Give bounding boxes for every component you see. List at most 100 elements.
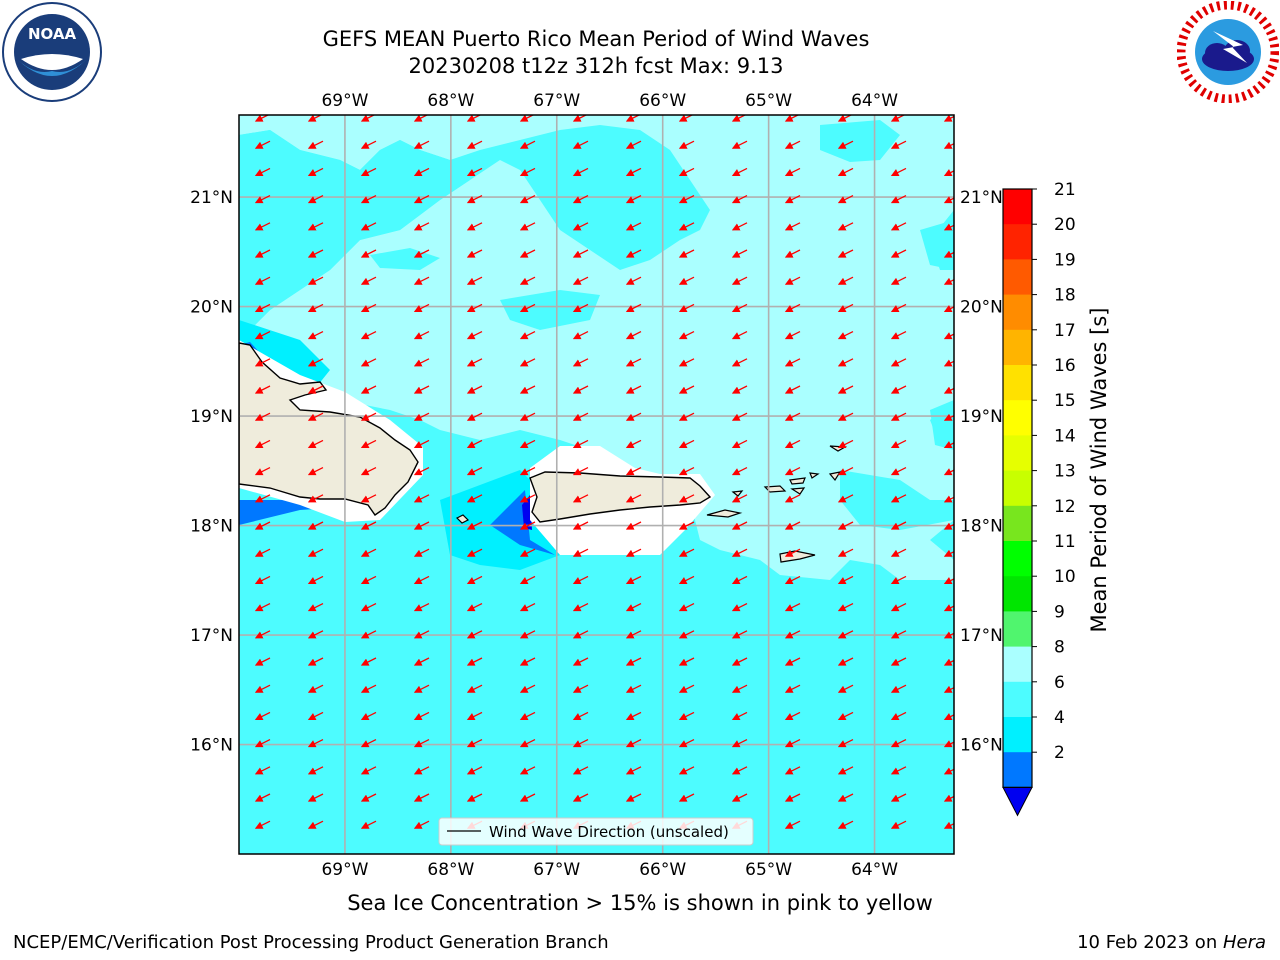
wave-direction-arrow: [731, 739, 748, 748]
wave-direction-arrow: [890, 657, 907, 666]
wave-direction-arrow: [413, 739, 430, 748]
lon-tick-label-top: 64°W: [851, 91, 898, 111]
wave-direction-arrow: [678, 331, 695, 340]
wave-direction-arrow: [466, 115, 482, 122]
wave-direction-arrow: [678, 820, 695, 829]
wave-direction-arrow: [731, 793, 748, 802]
wave-direction-arrow: [625, 303, 642, 312]
wave-direction-arrow: [519, 820, 536, 829]
wave-direction-arrow: [625, 222, 642, 231]
period-contour-2-4: [239, 500, 345, 525]
wave-direction-arrow: [731, 412, 748, 421]
wave-direction-arrow: [890, 684, 907, 693]
colorbar-tick-label: 19: [1054, 250, 1076, 270]
colorbar-segment: [1003, 365, 1032, 401]
wave-direction-arrow: [625, 467, 642, 476]
wave-direction-arrow: [572, 303, 589, 312]
wave-direction-arrow: [360, 684, 377, 693]
wave-direction-arrow: [837, 195, 854, 204]
wave-direction-arrow: [784, 467, 801, 476]
wave-direction-arrow: [943, 115, 954, 122]
colorbar-segment: [1003, 611, 1032, 648]
wave-direction-arrow: [413, 195, 430, 204]
virgin-islands: [731, 445, 848, 497]
wave-direction-arrow: [466, 385, 483, 394]
wave-direction-arrow: [519, 115, 535, 122]
wave-direction-arrow: [466, 195, 483, 204]
footer-date-text: 10 Feb 2023 on: [1077, 932, 1223, 953]
wave-direction-arrow: [784, 684, 801, 693]
map-gridlines: [239, 115, 954, 854]
lat-tick-label-right: 16°N: [960, 736, 1003, 756]
colorbar-segment: [1003, 681, 1032, 718]
wave-direction-arrow: [360, 820, 377, 829]
wave-direction-arrow: [678, 195, 695, 204]
lat-tick-label-right: 17°N: [960, 626, 1003, 646]
wave-direction-arrow: [678, 303, 695, 312]
lon-tick-label-bottom: 65°W: [745, 860, 792, 880]
colorbar-tick-label: 12: [1054, 497, 1076, 517]
wave-direction-arrow: [466, 494, 483, 503]
wave-direction-arrow: [519, 276, 536, 285]
period-patch: [370, 248, 440, 270]
wave-direction-arrow: [837, 412, 854, 421]
wave-direction-arrow: [466, 358, 483, 367]
map-legend: Wind Wave Direction (unscaled): [438, 817, 754, 846]
wave-direction-arrow: [625, 439, 642, 448]
lon-tick-label-top: 68°W: [427, 91, 474, 111]
wave-direction-arrow: [254, 115, 270, 122]
wave-direction-arrow: [784, 766, 801, 775]
wave-direction-arrow: [307, 684, 324, 693]
wave-direction-arrow: [837, 711, 854, 720]
wave-direction-arrow: [254, 385, 271, 394]
wave-direction-arrow: [466, 412, 483, 421]
wave-direction-arrow: [625, 494, 642, 503]
wave-direction-arrow: [678, 412, 695, 421]
colorbar-tick-label: 20: [1054, 215, 1076, 235]
wave-direction-arrow: [890, 140, 907, 149]
wave-direction-arrow: [625, 249, 642, 258]
wave-direction-arrow: [307, 575, 324, 584]
wave-direction-arrow: [731, 467, 748, 476]
wave-direction-arrow: [890, 739, 907, 748]
wave-direction-arrow: [466, 521, 483, 530]
wave-direction-arrow: [254, 548, 271, 557]
wave-direction-arrow: [254, 603, 271, 612]
wave-direction-arrow: [784, 222, 801, 231]
wave-direction-arrow: [254, 249, 271, 258]
wave-direction-arrow: [784, 603, 801, 612]
wave-direction-arrow: [519, 575, 536, 584]
wave-direction-arrow: [943, 332, 954, 340]
wave-direction-arrow: [784, 630, 801, 639]
wave-direction-arrow: [307, 385, 324, 394]
chart-subtitle: 20230208 t12z 312h fcst Max: 9.13: [408, 54, 784, 78]
wave-direction-arrow: [519, 167, 536, 176]
colorbar-segment: [1003, 576, 1032, 612]
wave-direction-arrow: [731, 331, 748, 340]
wave-direction-arrow: [943, 495, 954, 503]
wave-direction-arrow: [572, 140, 589, 149]
wave-direction-arrow: [731, 603, 748, 612]
wave-direction-arrow: [625, 140, 642, 149]
wave-direction-arrow: [360, 603, 377, 612]
wave-direction-arrow: [678, 467, 695, 476]
wave-direction-arrow: [360, 766, 377, 775]
wave-direction-arrow: [625, 358, 642, 367]
wave-direction-arrow: [890, 521, 907, 530]
wave-direction-arrow: [307, 115, 323, 122]
colorbar-segment: [1003, 752, 1032, 788]
wave-direction-arrow: [307, 766, 324, 775]
wave-direction-arrow: [678, 358, 695, 367]
wave-direction-arrow: [784, 548, 801, 557]
wave-direction-arrow: [572, 167, 589, 176]
wave-direction-arrow: [307, 603, 324, 612]
wave-direction-arrow: [254, 711, 271, 720]
wave-direction-arrow: [678, 385, 695, 394]
wave-direction-arrow: [890, 793, 907, 802]
wave-direction-arrow: [943, 631, 954, 639]
wave-direction-arrow: [466, 140, 483, 149]
lon-tick-label-top: 65°W: [745, 91, 792, 111]
wave-direction-arrow: [413, 603, 430, 612]
wave-direction-arrow: [678, 115, 694, 122]
wave-direction-arrow: [254, 412, 271, 421]
